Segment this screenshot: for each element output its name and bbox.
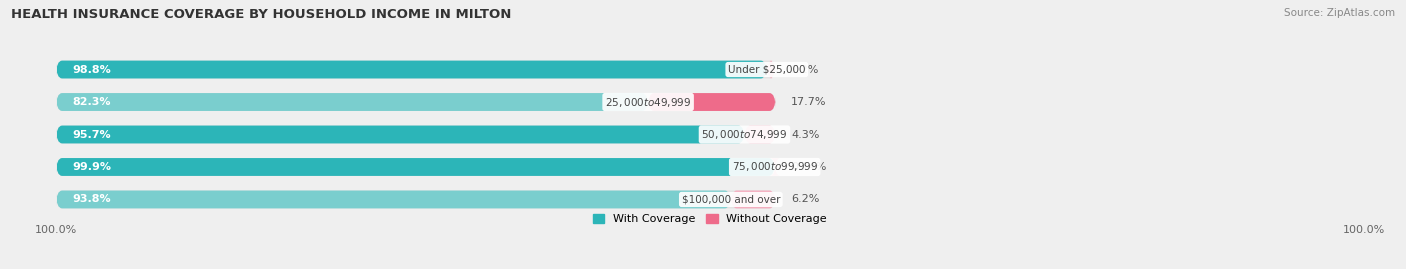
Text: $50,000 to $74,999: $50,000 to $74,999 [702, 128, 787, 141]
FancyBboxPatch shape [56, 190, 776, 208]
FancyBboxPatch shape [56, 126, 745, 143]
Text: 6.2%: 6.2% [792, 194, 820, 204]
FancyBboxPatch shape [56, 93, 648, 111]
FancyBboxPatch shape [56, 61, 776, 79]
Legend: With Coverage, Without Coverage: With Coverage, Without Coverage [589, 210, 831, 229]
Text: 17.7%: 17.7% [792, 97, 827, 107]
FancyBboxPatch shape [56, 190, 731, 208]
Text: 95.7%: 95.7% [72, 129, 111, 140]
FancyBboxPatch shape [56, 158, 775, 176]
Text: $100,000 and over: $100,000 and over [682, 194, 780, 204]
Text: 93.8%: 93.8% [72, 194, 111, 204]
Text: 82.3%: 82.3% [72, 97, 111, 107]
FancyBboxPatch shape [56, 158, 776, 176]
FancyBboxPatch shape [56, 93, 776, 111]
Text: 99.9%: 99.9% [72, 162, 111, 172]
Text: Source: ZipAtlas.com: Source: ZipAtlas.com [1284, 8, 1395, 18]
FancyBboxPatch shape [731, 190, 776, 208]
Text: 0.14%: 0.14% [792, 162, 827, 172]
Text: 98.8%: 98.8% [72, 65, 111, 75]
FancyBboxPatch shape [648, 93, 776, 111]
FancyBboxPatch shape [56, 126, 776, 143]
Text: $75,000 to $99,999: $75,000 to $99,999 [731, 161, 818, 174]
FancyBboxPatch shape [745, 126, 776, 143]
Text: HEALTH INSURANCE COVERAGE BY HOUSEHOLD INCOME IN MILTON: HEALTH INSURANCE COVERAGE BY HOUSEHOLD I… [11, 8, 512, 21]
FancyBboxPatch shape [770, 158, 780, 176]
Text: 4.3%: 4.3% [792, 129, 820, 140]
FancyBboxPatch shape [766, 61, 776, 79]
Text: $25,000 to $49,999: $25,000 to $49,999 [605, 95, 692, 108]
Text: 1.2%: 1.2% [792, 65, 820, 75]
FancyBboxPatch shape [56, 61, 766, 79]
Text: Under $25,000: Under $25,000 [728, 65, 806, 75]
